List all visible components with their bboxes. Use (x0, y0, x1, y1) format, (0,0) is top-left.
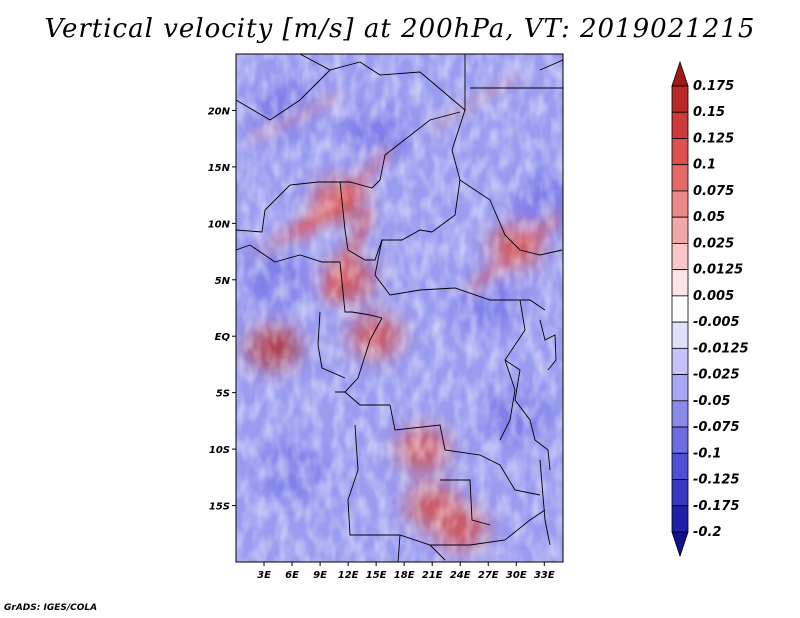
colorbar-label: 0.005 (693, 289, 734, 304)
colorbar-swatch (671, 111, 689, 139)
border-line (539, 319, 557, 371)
colorbar-swatch (671, 400, 689, 428)
colorbar-swatch (671, 505, 689, 533)
grads-credit: GrADS: IGES/COLA (4, 603, 98, 613)
y-tick-label: 10N (208, 219, 231, 230)
border-line (344, 391, 541, 496)
y-tick-label: 20N (208, 106, 231, 117)
colorbar-label: -0.05 (693, 394, 730, 409)
x-tick-label: 18E (394, 570, 415, 581)
border-line (499, 299, 526, 441)
colorbar-swatch (671, 216, 689, 244)
plot-frame (235, 53, 564, 563)
y-axis: 20N 15N 10N 5N EQ 5S 10S 15S (208, 106, 236, 513)
border-line (459, 179, 563, 256)
colorbar-label: -0.125 (693, 473, 740, 488)
border-line (335, 317, 383, 393)
x-axis: 3E 6E 9E 12E 15E 18E 21E 24E 27E 30E 33E (257, 562, 555, 581)
border-line (504, 359, 551, 471)
border-line (440, 479, 491, 526)
colorbar-label: -0.2 (693, 525, 721, 540)
colorbar-swatch (671, 374, 689, 402)
colorbar-swatch (671, 426, 689, 454)
border-line (236, 69, 331, 121)
colorbar: 0.175 0.15 0.125 0.1 0.075 0.05 0.025 0.0125 0.0… (671, 60, 749, 558)
y-tick-label: 5S (216, 389, 230, 400)
colorbar-label: 0.15 (693, 105, 725, 120)
border-line (539, 59, 563, 71)
border-line (374, 239, 546, 311)
colorbar-swatch (671, 60, 689, 87)
colorbar-label: -0.0125 (693, 341, 749, 356)
y-tick-label: EQ (215, 332, 231, 343)
colorbar-label: -0.075 (693, 420, 740, 435)
colorbar-label: -0.005 (693, 315, 740, 330)
colorbar-label: 0.125 (693, 131, 734, 146)
country-borders (236, 54, 563, 562)
y-tick-label: 15N (208, 163, 231, 174)
colorbar-swatch (671, 321, 689, 349)
colorbar-label: 0.1 (693, 158, 716, 173)
x-tick-label: 12E (338, 570, 359, 581)
colorbar-swatch (671, 164, 689, 192)
y-tick-label: 10S (209, 445, 230, 456)
colorbar-swatch (671, 138, 689, 166)
colorbar-swatch (671, 85, 689, 113)
border-line (317, 311, 346, 379)
colorbar-swatch (671, 452, 689, 480)
x-tick-label: 9E (313, 570, 327, 581)
colorbar-label: -0.175 (693, 499, 740, 514)
colorbar-label: 0.05 (693, 210, 725, 225)
colorbar-swatch (671, 190, 689, 218)
x-tick-label: 3E (257, 570, 271, 581)
colorbar-swatch (671, 531, 689, 558)
chart-title: Vertical velocity [m/s] at 200hPa, VT: 2… (44, 14, 756, 44)
x-tick-label: 30E (506, 570, 527, 581)
x-tick-label: 33E (534, 570, 555, 581)
colorbar-label: 0.0125 (693, 263, 743, 278)
colorbar-swatch (671, 269, 689, 297)
x-tick-label: 6E (285, 570, 299, 581)
border-line (274, 254, 383, 319)
field-speckle (236, 54, 563, 562)
x-tick-label: 27E (478, 570, 499, 581)
y-tick-label: 15S (209, 502, 230, 513)
x-tick-label: 21E (422, 570, 443, 581)
colorbar-swatch (671, 347, 689, 375)
border-line (236, 111, 461, 233)
border-line (236, 244, 276, 263)
border-line (347, 424, 546, 546)
x-tick-label: 24E (450, 570, 471, 581)
colorbar-label: 0.025 (693, 236, 734, 251)
border-line (429, 544, 446, 561)
colorbar-label: 0.175 (693, 79, 734, 94)
velocity-field (236, 54, 563, 562)
colorbar-label: -0.1 (693, 446, 721, 461)
colorbar-swatch (671, 479, 689, 507)
border-line (397, 534, 401, 562)
colorbar-swatch (671, 295, 689, 323)
colorbar-swatch (671, 243, 689, 271)
colorbar-label: 0.075 (693, 184, 734, 199)
colorbar-label: -0.025 (693, 368, 740, 383)
x-tick-label: 15E (366, 570, 387, 581)
border-line (339, 181, 433, 261)
border-line (539, 459, 551, 546)
y-tick-label: 5N (215, 276, 231, 287)
